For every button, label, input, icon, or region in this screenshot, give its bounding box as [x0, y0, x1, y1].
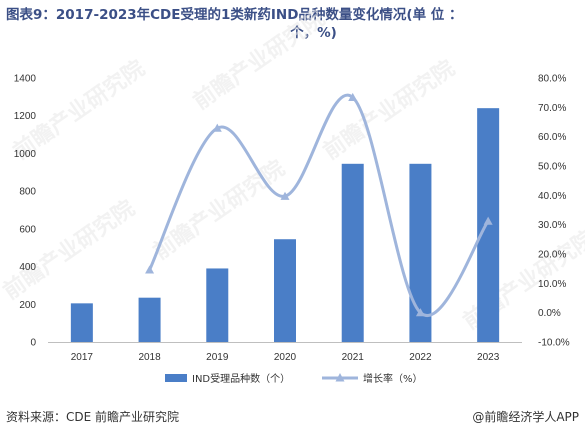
bar-2018: [138, 297, 161, 342]
y-left-tick-label: 400: [19, 262, 36, 273]
bar-2019: [206, 268, 229, 342]
y-left-tick-label: 800: [19, 187, 36, 198]
source-note: 资料来源：CDE 前瞻产业研究院: [6, 410, 180, 424]
legend: IND受理品种数（个） 增长率（%）: [165, 372, 423, 385]
y-right-tick-label: -10.0%: [538, 338, 570, 349]
x-tick-label: 2018: [138, 352, 161, 363]
watermark-text: 前瞻产业研究院: [189, 5, 330, 115]
x-tick-label: 2022: [409, 352, 432, 363]
y-right-tick-label: 20.0%: [538, 250, 566, 261]
watermark-text: 前瞻产业研究院: [0, 195, 140, 305]
source-credit: @前瞻经济学人APP: [472, 410, 579, 424]
bar-2017: [70, 303, 93, 342]
x-tick-label: 2021: [342, 352, 365, 363]
y-left-tick-label: 600: [19, 224, 36, 235]
y-left-tick-label: 1400: [14, 74, 37, 85]
y-left-tick-label: 0: [30, 338, 36, 349]
x-tick-label: 2019: [206, 352, 229, 363]
chart-title-line1: 图表9：2017-2023年CDE受理的1类新药IND品种数量变化情况(单 位 …: [6, 7, 463, 23]
y-right-tick-label: 30.0%: [538, 220, 566, 231]
legend-line-label: 增长率（%）: [363, 372, 423, 385]
legend-bar-swatch: [165, 374, 187, 382]
y-right-tick-label: 40.0%: [538, 191, 566, 202]
legend-bar-label: IND受理品种数（个）: [192, 372, 290, 385]
y-right-tick-label: 0.0%: [538, 308, 561, 319]
bar-series: [70, 108, 500, 343]
axes: 0 200 400 600 800 1000 1200 1400 -10.0% 0.0% 10.0%…: [14, 74, 570, 364]
y-right-tick-label: 60.0%: [538, 132, 566, 143]
bar-2021: [341, 163, 364, 342]
x-tick-label: 2023: [477, 352, 500, 363]
watermark-text: 前瞻产业研究院: [149, 155, 290, 265]
y-right-tick-label: 70.0%: [538, 103, 566, 114]
y-right-tick-label: 80.0%: [538, 74, 566, 85]
growth-point-2018: [145, 265, 155, 274]
bar-2023: [477, 108, 500, 343]
growth-point-2020: [280, 191, 290, 200]
growth-point-2021: [348, 92, 358, 101]
growth-point-2023: [483, 216, 493, 225]
chart-title: 图表9：2017-2023年CDE受理的1类新药IND品种数量变化情况(单 位 …: [6, 6, 581, 42]
bar-2020: [274, 239, 296, 342]
y-right-tick-label: 10.0%: [538, 279, 566, 290]
legend-line-marker: [335, 373, 345, 382]
chart-title-line2: 个，%): [290, 25, 337, 41]
y-left-tick-label: 1000: [14, 149, 37, 160]
line-series: [145, 92, 493, 317]
y-right-tick-label: 50.0%: [538, 162, 566, 173]
growth-point-2022: [415, 308, 425, 317]
watermark-text: 前瞻产业研究院: [319, 55, 460, 165]
x-tick-label: 2020: [274, 352, 297, 363]
x-tick-label: 2017: [71, 352, 94, 363]
y-left-tick-label: 1200: [14, 111, 37, 122]
growth-point-2019: [212, 123, 222, 132]
growth-rate-line: [148, 93, 490, 317]
y-left-tick-label: 200: [19, 300, 36, 311]
bar-2022: [409, 163, 432, 342]
